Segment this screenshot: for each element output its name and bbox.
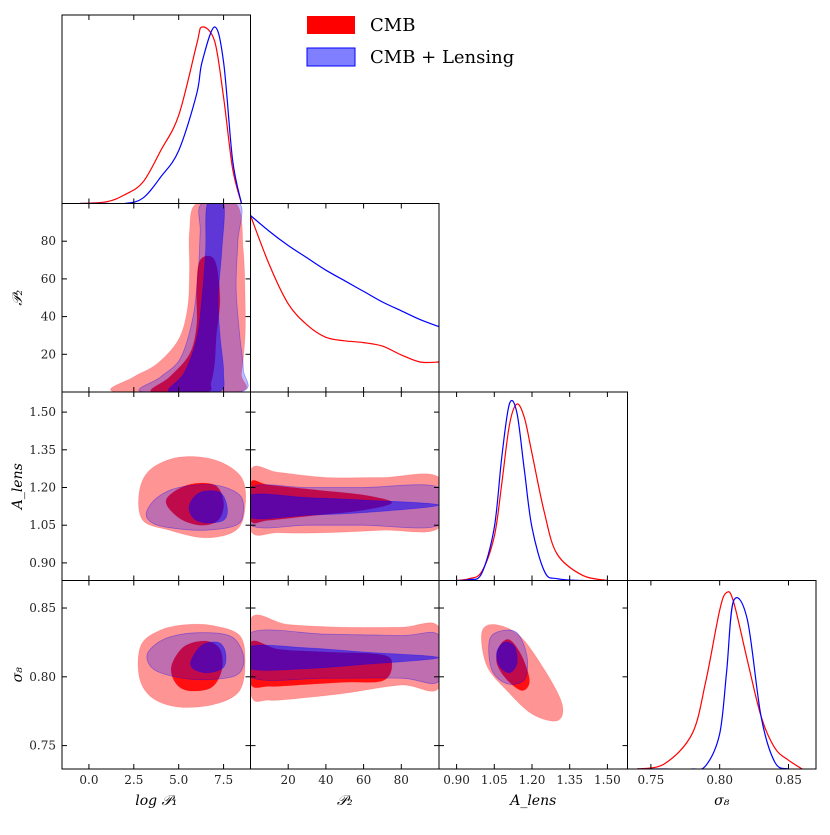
legend-label-cmb: CMB — [370, 15, 415, 36]
y-tick-label-sigma8: 0.75 — [29, 739, 56, 753]
curve-cmb-P2 — [250, 215, 439, 364]
diag-panel-sigma8 — [636, 591, 803, 769]
y-tick-label-sigma8: 0.80 — [29, 670, 56, 684]
curve-cmb-lensing-logP1 — [80, 26, 243, 204]
curve-cmb-lensing-sigma8 — [637, 597, 803, 769]
x-tick-label-P2: 80 — [394, 773, 409, 787]
x-tick-label-sigma8: 0.75 — [638, 773, 665, 787]
panel-frame-0-0 — [61, 14, 251, 204]
y-tick-label-P2: 60 — [41, 272, 56, 286]
panel-frame-2-2 — [438, 391, 628, 581]
contour-panel-sigma8_vs_logP1 — [137, 623, 246, 708]
y-tick-label-Alens: 1.20 — [29, 481, 56, 495]
y-tick-label-Alens: 1.05 — [29, 518, 56, 532]
curve-cmb-lensing-P2 — [250, 215, 439, 328]
diag-panel-logP1 — [79, 26, 243, 204]
x-axis-label-sigma8: σ₈ — [714, 793, 730, 809]
y-tick-label-sigma8: 0.85 — [29, 601, 56, 615]
x-tick-label-P2: 20 — [281, 773, 296, 787]
curve-cmb-Alens — [456, 403, 608, 581]
x-tick-label-Alens: 1.05 — [481, 773, 508, 787]
panel-frame-1-1 — [250, 203, 440, 393]
curve-cmb-logP1 — [79, 26, 243, 204]
x-axis-label-P2: 𝒫₂ — [337, 793, 353, 809]
x-tick-label-Alens: 0.90 — [443, 773, 470, 787]
contour-panel-P2_vs_logP1 — [110, 203, 249, 392]
x-tick-label-logP1: 2.5 — [124, 773, 143, 787]
contour-panel-sigma8_vs_P2 — [250, 614, 439, 702]
axis-label-layer: 0.0 2.5 5.0 7.5 log 𝒫₁ 20 40 60 80 𝒫₂ 0.90 1.05 1.20… — [10, 234, 802, 809]
contour-panel-sigma8_vs_Alens — [481, 624, 564, 722]
x-tick-label-Alens: 1.20 — [519, 773, 546, 787]
y-axis-label-sigma8: σ₈ — [10, 667, 26, 683]
y-tick-label-P2: 80 — [41, 234, 56, 248]
contour-cmb-lensing-inner — [190, 641, 227, 674]
y-axis-label-P2: 𝒫₂ — [10, 290, 26, 306]
y-axis-label-Alens: A_lens — [10, 463, 26, 511]
y-tick-label-P2: 20 — [41, 347, 56, 361]
legend-label-cmb-lensing: CMB + Lensing — [370, 47, 514, 68]
legend-swatch-cmb-lensing — [306, 47, 356, 67]
y-tick-label-Alens: 0.90 — [29, 556, 56, 570]
curve-cmb-sigma8 — [636, 591, 803, 769]
x-tick-label-Alens: 1.35 — [556, 773, 583, 787]
x-axis-label-Alens: A_lens — [508, 793, 556, 809]
x-tick-label-sigma8: 0.80 — [706, 773, 733, 787]
contour-cmb-lensing-inner — [188, 490, 228, 524]
curve-layer — [79, 26, 803, 769]
contour-panel-Alens_vs_P2 — [250, 465, 439, 536]
contour-cmb-lensing-inner — [168, 203, 225, 392]
x-tick-label-logP1: 5.0 — [169, 773, 188, 787]
y-tick-label-P2: 40 — [41, 310, 56, 324]
contour-layer — [110, 203, 564, 722]
panel-frame-3-3 — [627, 580, 817, 770]
x-tick-label-logP1: 0.0 — [79, 773, 98, 787]
x-axis-label-logP1: log 𝒫₁ — [135, 793, 177, 809]
legend: CMB CMB + Lensing — [306, 15, 514, 68]
x-tick-label-Alens: 1.50 — [594, 773, 621, 787]
diag-panel-P2 — [250, 215, 439, 364]
legend-swatch-cmb — [307, 16, 355, 34]
contour-cmb-lensing-inner — [250, 493, 439, 520]
x-tick-label-P2: 40 — [318, 773, 333, 787]
diag-panel-Alens — [456, 399, 608, 581]
contour-cmb-lensing-inner — [496, 641, 518, 674]
panel-frames — [61, 14, 817, 770]
contour-cmb-lensing-inner — [250, 644, 439, 671]
y-tick-label-Alens: 1.50 — [29, 405, 56, 419]
tick-layer — [62, 15, 789, 769]
x-tick-label-P2: 60 — [356, 773, 371, 787]
x-tick-label-sigma8: 0.85 — [775, 773, 802, 787]
contour-panel-Alens_vs_logP1 — [138, 456, 247, 539]
x-tick-label-logP1: 7.5 — [214, 773, 233, 787]
y-tick-label-Alens: 1.35 — [29, 443, 56, 457]
curve-cmb-lensing-Alens — [456, 399, 608, 581]
